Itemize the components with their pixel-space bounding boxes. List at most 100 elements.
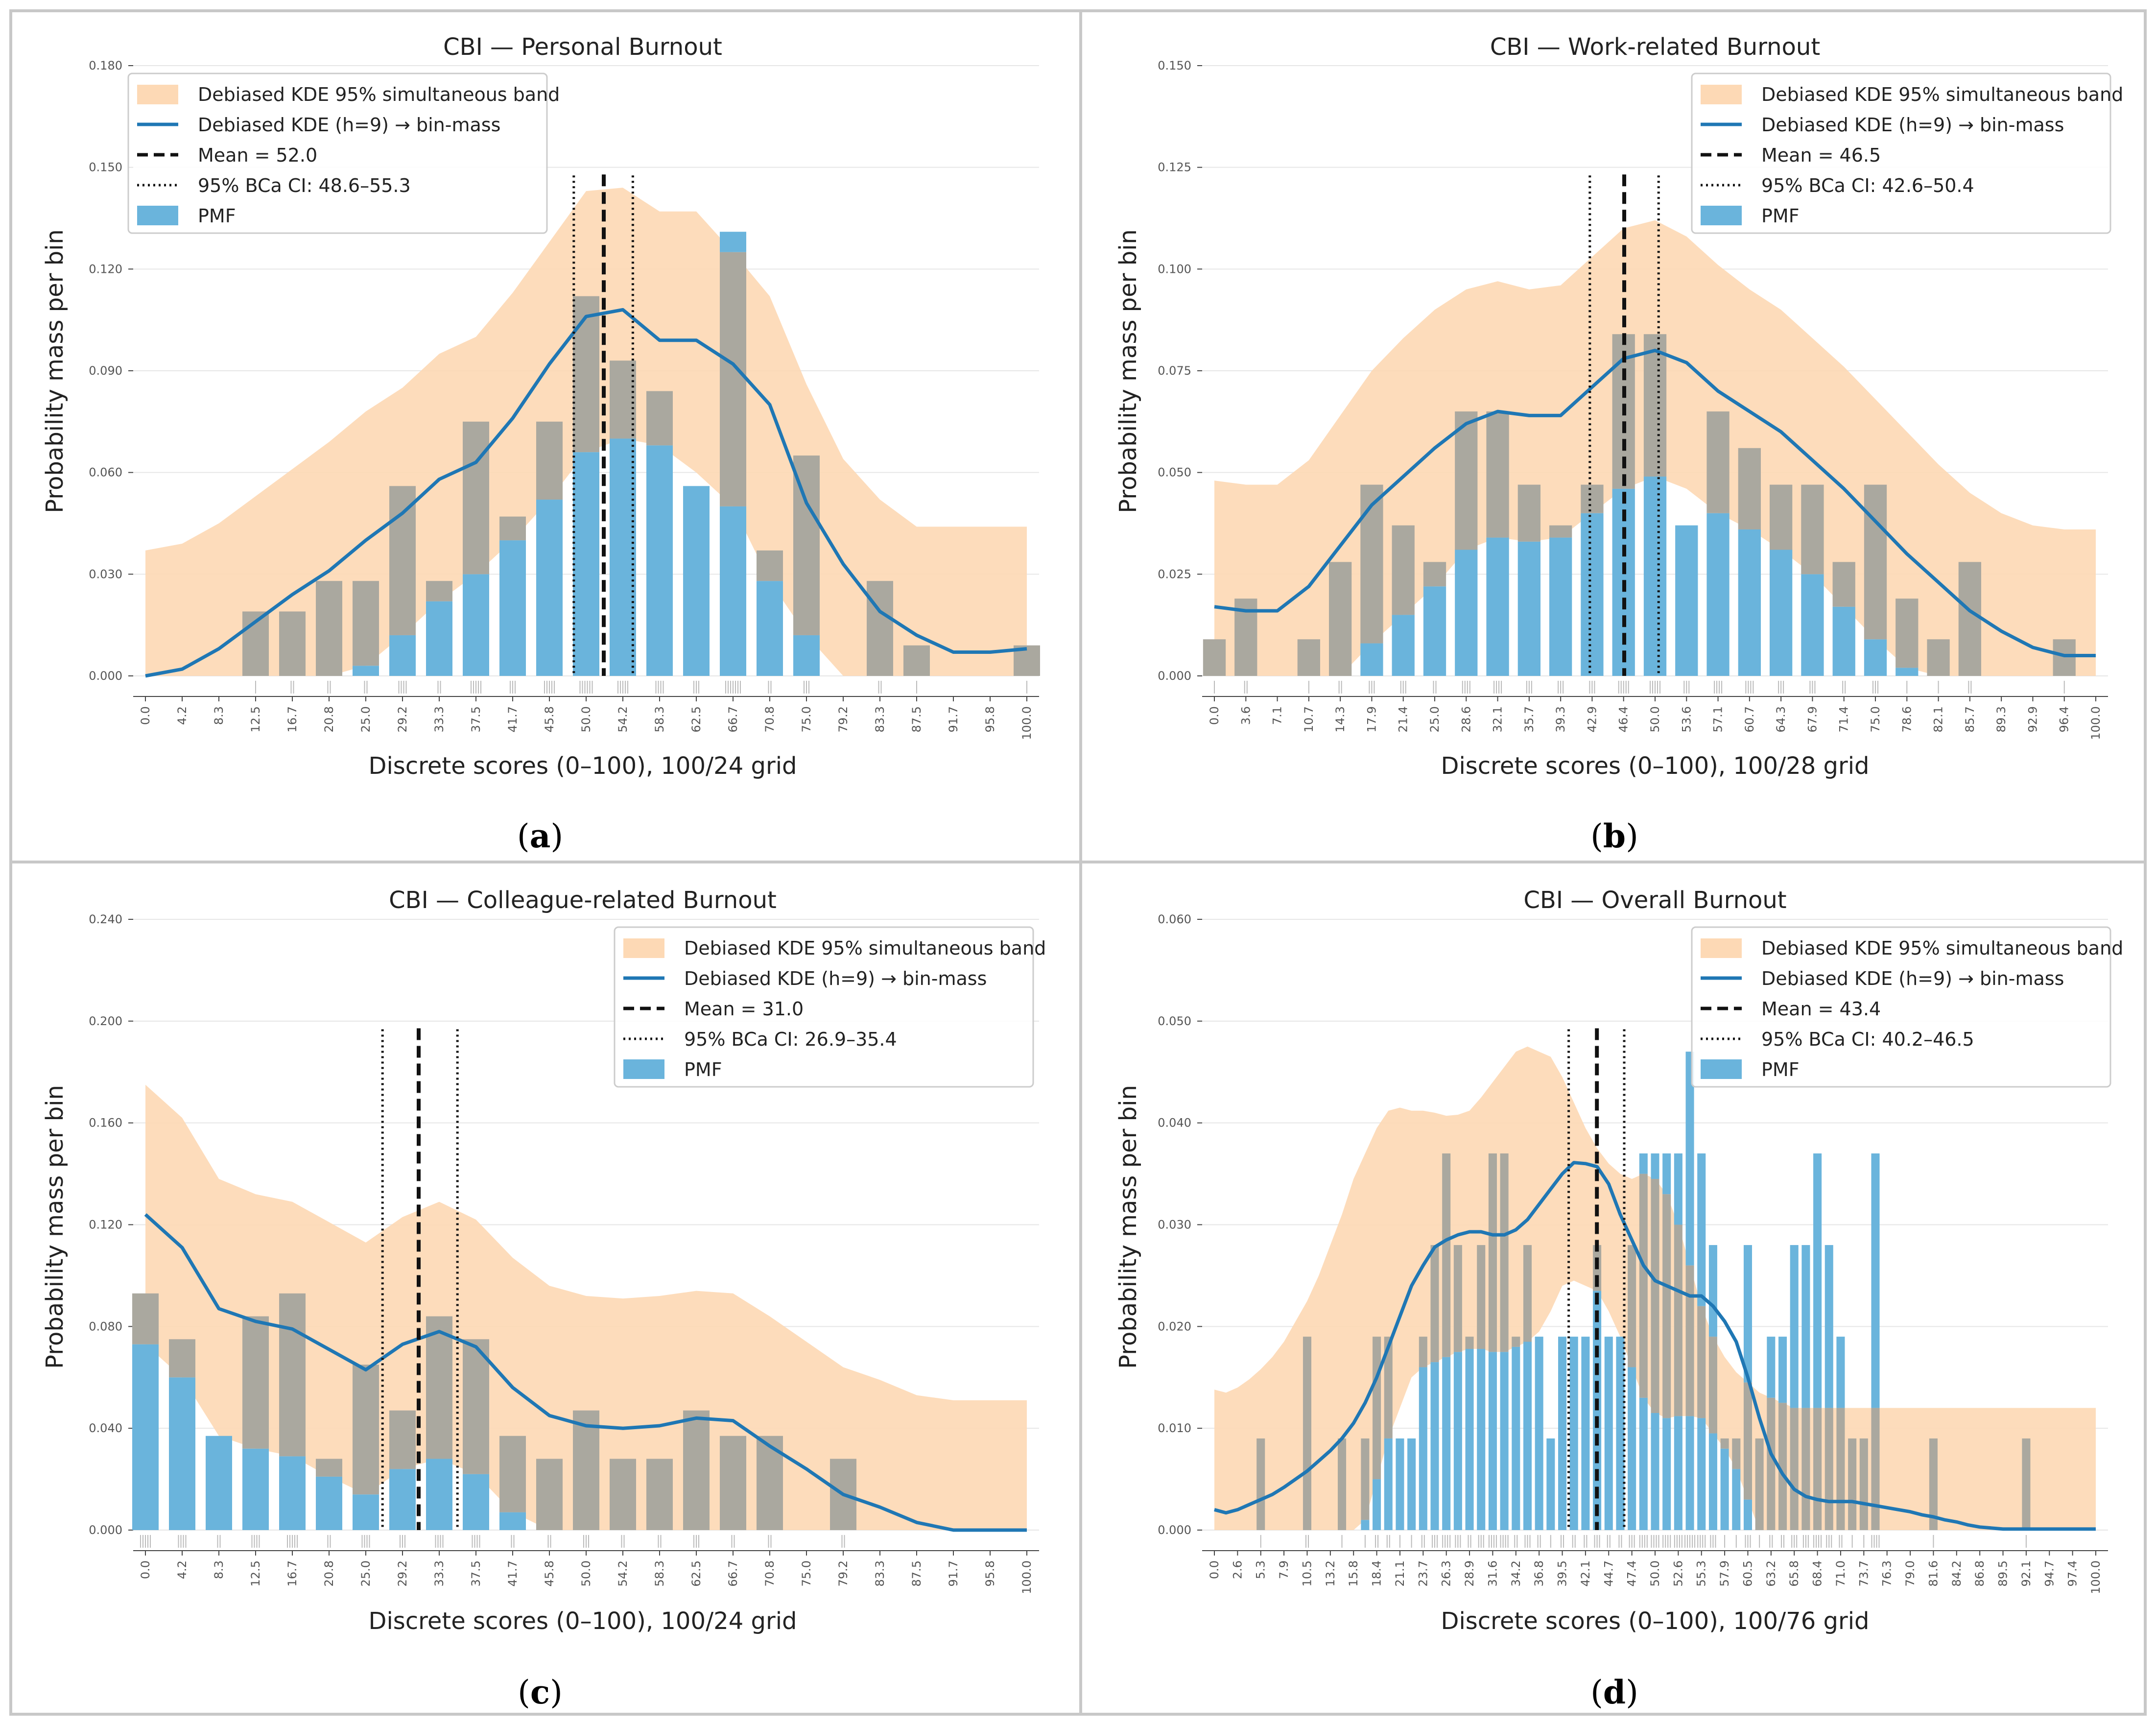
pmf-bar-overlap — [499, 516, 526, 541]
pmf-bar — [1708, 1433, 1717, 1530]
pmf-bar-overlap — [1643, 334, 1667, 477]
x-tick-label: 0.0 — [1208, 1560, 1221, 1579]
y-axis-label: Probability mass per bin — [1114, 229, 1142, 513]
pmf-bar — [1517, 541, 1540, 676]
x-tick-label: 29.2 — [396, 706, 409, 732]
chart-title: CBI — Work-related Burnout — [1490, 33, 1820, 61]
pmf-bar — [1743, 1499, 1752, 1530]
x-tick-label: 79.2 — [836, 706, 850, 732]
x-axis-label: Discrete scores (0–100), 100/76 grid — [1441, 1607, 1869, 1635]
pmf-bar — [1770, 550, 1793, 676]
x-tick-label: 62.5 — [689, 1560, 703, 1586]
pmf-bar — [1535, 1337, 1543, 1530]
x-tick-label: 45.8 — [543, 1560, 556, 1586]
pmf-bar-overlap — [2022, 1438, 2031, 1530]
x-tick-label: 64.3 — [1774, 706, 1788, 732]
pmf-bar-top — [1801, 1245, 1810, 1408]
pmf-bar-overlap — [1927, 639, 1950, 676]
y-tick-label: 0.025 — [1158, 567, 1191, 581]
pmf-bar — [720, 506, 746, 676]
chart-title: CBI — Colleague-related Burnout — [389, 886, 777, 914]
x-tick-label: 37.5 — [469, 706, 483, 732]
pmf-bar-overlap — [1488, 1153, 1497, 1352]
x-tick-label: 95.8 — [983, 1560, 997, 1586]
x-tick-label: 87.5 — [910, 1560, 924, 1586]
x-tick-label: 63.2 — [1764, 1560, 1778, 1586]
pmf-bar-overlap — [389, 1410, 416, 1469]
pmf-bar — [242, 1448, 269, 1530]
pmf-bar-overlap — [720, 1436, 746, 1530]
pmf-bar-overlap — [610, 1459, 636, 1530]
x-tick-label: 5.3 — [1254, 1560, 1268, 1579]
x-tick-label: 54.2 — [616, 706, 630, 732]
x-tick-label: 66.7 — [726, 1560, 740, 1586]
y-tick-label: 0.150 — [89, 161, 122, 174]
x-tick-label: 60.7 — [1743, 706, 1756, 732]
x-tick-label: 21.1 — [1393, 1560, 1407, 1586]
kde-line — [1214, 1161, 2096, 1531]
pmf-bar-overlap — [1651, 1178, 1659, 1413]
pmf-bar — [316, 1476, 342, 1530]
y-tick-label: 0.000 — [89, 1523, 122, 1537]
x-tick-label: 16.7 — [285, 706, 299, 732]
x-tick-label: 96.4 — [2058, 706, 2071, 732]
x-tick-label: 14.3 — [1333, 706, 1347, 732]
pmf-bar-overlap — [1732, 1438, 1741, 1469]
pmf-bar-overlap — [1662, 1194, 1671, 1418]
x-tick-label: 92.1 — [2019, 1560, 2033, 1586]
pmf-bar — [1738, 529, 1761, 676]
pmf-bar-top — [1813, 1153, 1822, 1408]
y-tick-label: 0.060 — [1158, 912, 1191, 926]
pmf-bar-top — [1836, 1337, 1845, 1408]
x-tick-label: 7.9 — [1277, 1560, 1291, 1579]
panel-frame-d — [1079, 861, 2147, 1716]
pmf-bar — [279, 1456, 306, 1530]
pmf-bar — [1396, 1438, 1404, 1530]
y-tick-label: 0.100 — [1158, 262, 1191, 276]
pmf-bar-overlap — [1864, 484, 1887, 640]
x-tick-label: 42.9 — [1585, 706, 1599, 732]
x-tick-label: 47.4 — [1625, 1560, 1639, 1586]
pmf-bar — [1488, 1352, 1497, 1530]
pmf-bar-overlap — [1203, 639, 1226, 676]
pmf-bar — [1639, 1397, 1648, 1530]
x-tick-label: 75.0 — [800, 1560, 813, 1586]
x-tick-label: 4.2 — [175, 1560, 189, 1579]
pmf-bar — [1477, 1349, 1486, 1530]
pmf-bar-overlap — [1256, 1438, 1265, 1530]
pmf-bar-overlap — [1848, 1438, 1857, 1530]
x-tick-label: 10.5 — [1301, 1560, 1314, 1586]
x-tick-label: 3.6 — [1239, 706, 1253, 725]
y-tick-label: 0.020 — [1158, 1319, 1191, 1333]
x-tick-label: 0.0 — [139, 706, 152, 725]
panel-letter: (a) — [517, 817, 563, 855]
kde-line — [1214, 349, 2096, 657]
pmf-bar-overlap — [1836, 1408, 1845, 1530]
y-tick-label: 0.150 — [1158, 59, 1191, 72]
pmf-bar — [426, 601, 452, 676]
legend-swatch-pmf — [137, 206, 178, 225]
pmf-bar-overlap — [1430, 1245, 1439, 1363]
pmf-bar-overlap — [536, 421, 563, 500]
pmf-bar-overlap — [793, 455, 820, 635]
x-tick-label: 75.0 — [1869, 706, 1882, 732]
pmf-bar — [499, 1512, 526, 1530]
kde-line — [145, 308, 1027, 678]
pmf-bar — [1373, 1479, 1381, 1530]
x-tick-label: 4.2 — [175, 706, 189, 725]
pmf-bar-overlap — [1465, 1337, 1474, 1349]
legend-label-pmf: PMF — [684, 1059, 722, 1080]
pmf-bar-overlap — [2053, 639, 2076, 676]
legend-label-kde: Debiased KDE (h=9) → bin-mass — [198, 114, 500, 136]
pmf-bar-overlap — [1500, 1153, 1509, 1352]
pmf-bar — [1407, 1438, 1416, 1530]
pmf-bar-overlap — [1813, 1408, 1822, 1530]
legend-label-kde: Debiased KDE (h=9) → bin-mass — [1761, 114, 2064, 136]
x-tick-label: 79.0 — [1903, 1560, 1917, 1586]
legend-frame — [1691, 926, 2111, 1088]
pmf-bar-top — [1778, 1337, 1787, 1403]
x-tick-label: 10.7 — [1302, 706, 1316, 732]
pmf-bar-overlap — [757, 550, 783, 581]
pmf-bar-overlap — [1361, 1438, 1370, 1520]
y-axis-label: Probability mass per bin — [41, 1085, 69, 1369]
